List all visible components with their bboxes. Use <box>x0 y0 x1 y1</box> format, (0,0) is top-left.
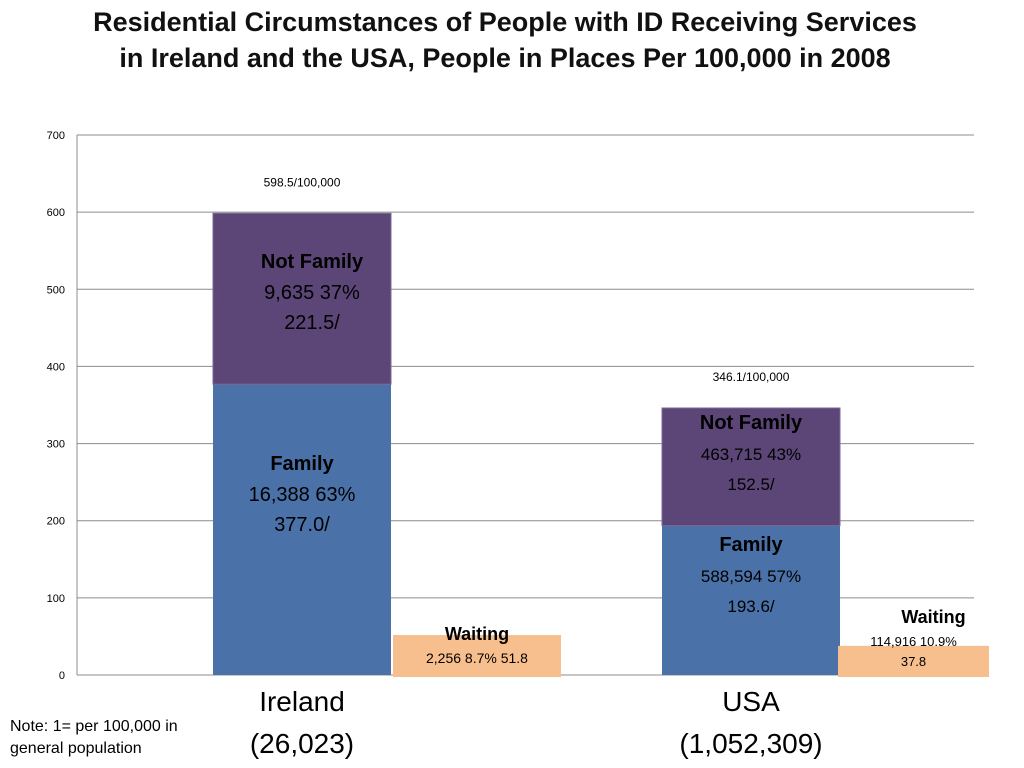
bar-waiting <box>838 645 989 677</box>
bar-not-family <box>212 212 392 385</box>
family-count: 16,388 63% <box>249 484 356 506</box>
x-category-label: Ireland <box>259 686 345 717</box>
family-label: Family <box>719 534 783 556</box>
bar-waiting <box>393 635 561 677</box>
waiting-rate: 37.8 <box>901 654 926 669</box>
x-category-sublabel: (1,052,309) <box>679 728 822 759</box>
not-family-rate: 221.5/ <box>284 312 340 334</box>
total-label: 598.5/100,000 <box>264 175 341 189</box>
not-family-label: Not Family <box>700 412 803 434</box>
bar-not-family <box>661 407 841 527</box>
total-label: 346.1/100,000 <box>713 370 790 384</box>
y-tick-label: 200 <box>47 516 65 528</box>
y-tick-label: 100 <box>47 593 65 605</box>
not-family-count: 463,715 43% <box>701 445 801 464</box>
y-tick-label: 600 <box>47 207 65 219</box>
not-family-count: 9,635 37% <box>264 282 360 304</box>
y-tick-label: 700 <box>47 130 65 142</box>
x-category-label: USA <box>722 686 780 717</box>
y-tick-label: 300 <box>47 439 65 451</box>
footnote: Note: 1= per 100,000 in general populati… <box>10 718 178 757</box>
not-family-label: Not Family <box>261 251 364 273</box>
bar-family <box>213 384 391 675</box>
family-count: 588,594 57% <box>701 567 801 586</box>
waiting-label: Waiting <box>901 607 965 627</box>
family-rate: 193.6/ <box>727 597 775 616</box>
y-tick-label: 400 <box>47 361 65 373</box>
family-label: Family <box>270 453 334 475</box>
waiting-count: 2,256 8.7% 51.8 <box>426 650 528 666</box>
y-tick-label: 0 <box>59 670 65 682</box>
family-rate: 377.0/ <box>274 514 330 536</box>
not-family-rate: 152.5/ <box>727 475 775 494</box>
y-tick-label: 500 <box>47 284 65 296</box>
bar-family <box>662 525 840 675</box>
waiting-count: 114,916 10.9% <box>870 634 957 649</box>
x-category-sublabel: (26,023) <box>250 728 354 759</box>
waiting-label: Waiting <box>445 624 509 644</box>
chart-title: Residential Circumstances of People with… <box>93 7 917 73</box>
